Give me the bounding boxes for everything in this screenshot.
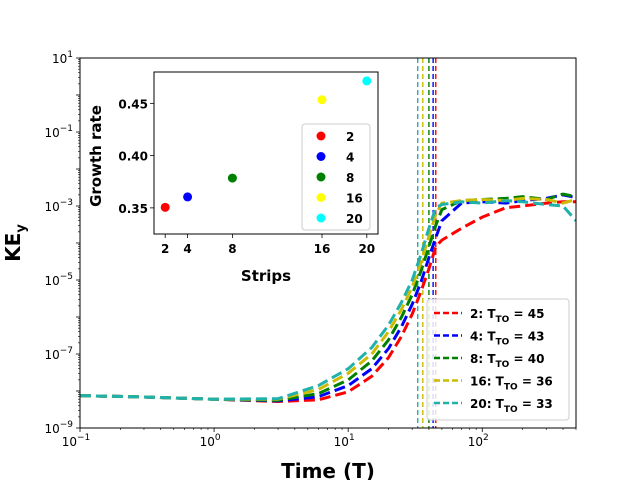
y-tick-label: 101 [52,50,73,66]
inset-x-tick-label: 4 [183,242,191,256]
inset-plot-frame [153,71,379,235]
legend-label-1: 2: TTO = 45 [470,307,544,325]
inset-y-tick-label: 0.45 [118,97,148,111]
inset-y-tick-label: 0.35 [118,202,148,216]
legend-label-3: 8: TTO = 40 [470,352,544,370]
main-xlabel: Time (T) [281,459,375,480]
inset-point-8 [227,173,237,183]
inset-legend-marker-4 [316,152,326,161]
inset-y-ticks: 0.35 0.40 0.45 [118,97,154,216]
inset-point-20 [362,76,372,86]
inset-point-4 [183,192,193,202]
inset-x-ticks: 2 4 8 16 20 [161,234,375,256]
inset-legend-frame [301,123,371,231]
x-tick-label: 101 [334,433,355,449]
main-x-axis-title: Time (T) [281,459,375,480]
main-legend: 2: TTO = 45 4: TTO = 43 8: TTO = 40 16: TTO… [426,298,570,421]
series-line-4 [80,196,576,401]
x-tick-label: 102 [468,433,489,449]
inset-axes: 2 4 8 16 20 0.350.400.45 Strips Growth rate … [87,71,379,285]
y-tick-label: 10−1 [44,124,73,140]
inset-x-tick-label: 16 [314,242,331,256]
inset-x-tick-label: 20 [358,242,375,256]
inset-legend-marker-16 [316,193,326,202]
inset-legend-label-20: 20 [346,212,363,226]
inset-legend-label-2: 2 [346,130,354,144]
series-line-5 [80,199,576,401]
inset-x-axis-title: Strips [241,267,291,285]
inset-y-axis-title: Growth rate [87,105,105,207]
main-ylabel: KE [1,233,25,262]
ke-series [80,192,576,403]
inset-legend-label-4: 4 [346,151,354,165]
inset-points [160,76,372,212]
main-ylabel-sub: y [14,224,29,233]
inset-point-16 [317,95,327,105]
y-tick-label: 10−5 [44,272,73,288]
main-x-ticks: 10−1 100 101 102 [62,428,577,449]
x-tick-label: 10−1 [62,433,91,449]
inset-y-tick-label: 0.40 [118,150,148,164]
y-tick-label: 10−7 [44,346,73,362]
main-y-axis-title: KEy [1,224,29,262]
main-y-ticks: 10−9 10−7 10−5 10−3 10−1 101 [44,50,80,436]
inset-legend-label-8: 8 [346,171,354,185]
series-line-3 [80,192,576,402]
y-tick-label: 10−9 [44,420,73,436]
x-tick-label: 100 [200,433,221,449]
inset-legend: 2 4 8 16 20 [301,123,371,231]
y-tick-label: 10−3 [44,198,73,214]
legend-label-4: 16: TTO = 36 [470,375,553,393]
main-legend-frame [426,298,570,421]
inset-x-tick-label: 2 [161,242,169,256]
inset-legend-marker-2 [316,131,326,141]
inset-point-2 [160,202,170,212]
inset-legend-marker-20 [316,213,326,223]
inset-legend-marker-8 [316,172,326,182]
main-axes: 10−1 100 101 102 10−9 10−7 10−5 10−3 10−1 101 Ti… [1,50,577,480]
inset-x-tick-label: 8 [228,242,236,256]
legend-label-5: 20: TTO = 33 [470,397,553,415]
legend-label-2: 4: TTO = 43 [470,330,544,348]
inset-legend-label-16: 16 [346,192,363,206]
